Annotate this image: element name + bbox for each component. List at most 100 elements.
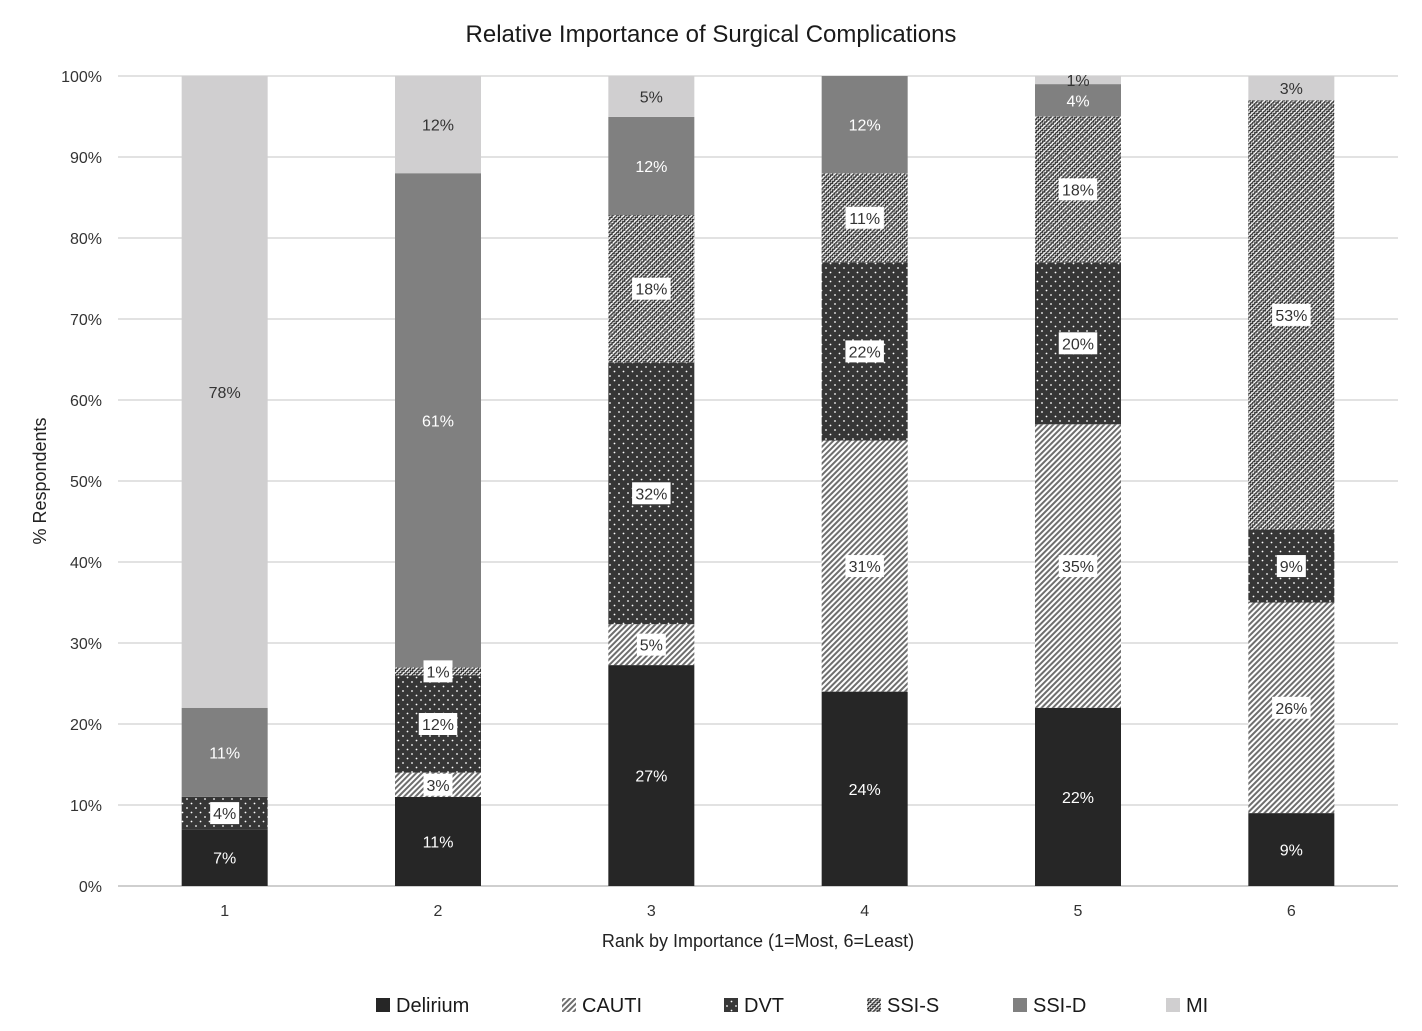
x-tick-label: 2: [434, 903, 443, 920]
x-tick-label: 6: [1287, 903, 1296, 920]
bar-segment-mi: [1248, 76, 1335, 101]
data-label-text: 26%: [1275, 701, 1307, 718]
bar-segment-ssi-d: [181, 707, 268, 797]
legend-item-mi: MI: [1166, 995, 1208, 1017]
data-label: 78%: [209, 385, 241, 402]
bar-segment-delirium: [821, 691, 908, 886]
data-label-box: [1272, 303, 1311, 326]
data-label: 3%: [1280, 81, 1303, 98]
data-label: 5%: [640, 89, 663, 106]
data-label: 12%: [635, 159, 667, 176]
bar-segment-delirium: [395, 796, 481, 886]
x-tick-label: 1: [220, 903, 229, 920]
data-label-text: 1%: [1066, 73, 1089, 90]
y-axis-ticks: 0% 10% 20% 30% 40% 50% 60% 70% 80% 90% 100%: [61, 69, 102, 896]
y-tick-label: 10%: [70, 798, 102, 815]
data-label-text: 3%: [1280, 81, 1303, 98]
legend-label: CAUTI: [582, 995, 642, 1017]
data-label-text: 7%: [213, 851, 236, 868]
data-label-text: 27%: [635, 769, 667, 786]
data-label-text: 35%: [1062, 559, 1094, 576]
data-label: 4%: [210, 802, 240, 825]
legend-label: MI: [1186, 995, 1208, 1017]
data-label-text: 61%: [422, 413, 454, 430]
data-label: 4%: [1066, 93, 1089, 110]
bar-segment-ssi-d: [821, 76, 908, 174]
data-label-box: [632, 277, 671, 300]
bar-segment-delirium: [608, 665, 695, 886]
data-label-text: 5%: [640, 638, 663, 655]
data-label: 12%: [849, 118, 881, 135]
data-label-box: [1058, 555, 1098, 578]
data-label-text: 12%: [422, 717, 454, 734]
data-label: 22%: [1062, 790, 1094, 807]
data-label-text: 4%: [1066, 93, 1089, 110]
data-label-text: 78%: [209, 385, 241, 402]
data-label: 20%: [1058, 332, 1098, 355]
data-label-box: [845, 340, 884, 363]
gridlines: [118, 75, 1398, 887]
bar-segment-mi: [1035, 76, 1121, 85]
y-tick-label: 100%: [61, 69, 102, 86]
x-axis-ticks: 1 2 3 4 5 6: [220, 903, 1296, 920]
data-label: 24%: [849, 782, 881, 799]
legend-label: DVT: [744, 995, 784, 1017]
data-label: 27%: [635, 769, 667, 786]
bar-segment-delirium: [1248, 813, 1335, 886]
data-label: 18%: [632, 277, 671, 300]
data-label-text: 11%: [423, 834, 454, 851]
y-tick-label: 60%: [70, 393, 102, 410]
x-tick-label: 5: [1074, 903, 1083, 920]
data-label: 11%: [845, 206, 884, 229]
data-label: 26%: [1272, 696, 1311, 719]
y-tick-label: 0%: [79, 879, 102, 896]
data-label-text: 11%: [849, 211, 880, 228]
legend-item-cauti: CAUTI: [562, 995, 642, 1017]
bar-segment-mi: [395, 76, 481, 174]
legend-swatch: [1013, 998, 1027, 1012]
data-label: 9%: [1280, 843, 1303, 860]
data-label-box: [845, 555, 884, 578]
y-tick-label: 50%: [70, 474, 102, 491]
x-axis-label: Rank by Importance (1=Most, 6=Least): [602, 931, 914, 951]
data-label: 31%: [845, 555, 884, 578]
data-label-text: 12%: [849, 118, 881, 135]
legend-label: SSI-D: [1033, 995, 1086, 1017]
bar-segment-delirium: [181, 829, 268, 886]
data-label-box: [636, 633, 666, 656]
data-label: 1%: [423, 660, 453, 683]
data-label: 5%: [636, 633, 666, 656]
legend-item-ssi-d: SSI-D: [1013, 995, 1086, 1017]
data-label-text: 20%: [1062, 336, 1094, 353]
data-label: 7%: [213, 851, 236, 868]
data-label: 53%: [1272, 303, 1311, 326]
data-label: 1%: [1066, 73, 1089, 90]
legend-swatch: [1166, 998, 1180, 1012]
data-label-text: 9%: [1280, 843, 1303, 860]
data-label-text: 24%: [849, 782, 881, 799]
legend-item-delirium: Delirium: [376, 995, 469, 1017]
data-label: 12%: [418, 713, 458, 735]
data-label-box: [632, 482, 671, 505]
data-label: 9%: [1276, 555, 1306, 578]
bar-segment-mi: [608, 76, 695, 117]
data-labels: 7% 4% 11% 78% 11% 3% 12% 1% 61% 12% 27% 5% 32% 18% 12%…: [209, 73, 1311, 868]
legend-swatch: [562, 998, 576, 1012]
y-tick-label: 20%: [70, 717, 102, 734]
data-label-text: 18%: [635, 282, 667, 299]
data-label-box: [1058, 178, 1098, 201]
data-label-box: [1058, 332, 1098, 355]
data-label: 11%: [423, 834, 454, 851]
legend-swatch: [376, 998, 390, 1012]
y-tick-label: 30%: [70, 636, 102, 653]
data-label-box: [1276, 555, 1306, 578]
data-label-box: [210, 802, 240, 825]
data-label-text: 4%: [213, 806, 236, 823]
data-label-text: 9%: [1280, 559, 1303, 576]
data-label-box: [1272, 696, 1311, 719]
bar-segment-delirium: [1035, 707, 1121, 886]
y-tick-label: 70%: [70, 312, 102, 329]
data-label: 18%: [1058, 178, 1098, 201]
legend-item-dvt: DVT: [724, 995, 784, 1017]
